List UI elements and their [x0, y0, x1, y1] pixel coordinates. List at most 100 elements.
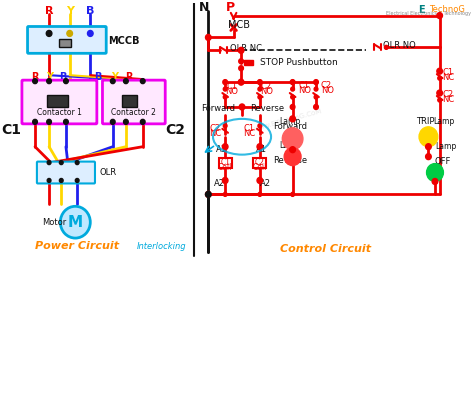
Text: TRIP: TRIP	[416, 117, 435, 127]
Circle shape	[438, 98, 442, 102]
Text: OLR: OLR	[100, 168, 117, 177]
Text: N: N	[199, 1, 209, 14]
Text: C2: C2	[261, 81, 272, 91]
Circle shape	[257, 144, 263, 150]
Text: C1: C1	[220, 158, 230, 167]
Circle shape	[88, 31, 93, 36]
Text: TechnoG: TechnoG	[429, 5, 465, 14]
Text: OLR NO: OLR NO	[383, 41, 416, 50]
Circle shape	[238, 79, 244, 85]
Circle shape	[291, 95, 294, 99]
Circle shape	[258, 95, 262, 99]
Text: B: B	[86, 6, 94, 16]
Bar	[244, 60, 253, 65]
Text: A1: A1	[216, 145, 227, 154]
Text: Reverse: Reverse	[250, 104, 284, 114]
Text: NC: NC	[442, 73, 455, 82]
Text: C2: C2	[255, 158, 265, 167]
Circle shape	[438, 76, 442, 80]
Text: Reverse: Reverse	[273, 156, 307, 165]
Bar	[47, 95, 68, 107]
Circle shape	[110, 119, 115, 125]
Text: Contactor 1: Contactor 1	[37, 108, 82, 117]
FancyBboxPatch shape	[102, 80, 165, 124]
Circle shape	[290, 80, 295, 85]
FancyBboxPatch shape	[27, 27, 106, 53]
Text: Coil: Coil	[253, 163, 267, 172]
Text: P: P	[226, 1, 236, 14]
Circle shape	[384, 46, 388, 49]
Circle shape	[64, 79, 68, 83]
Circle shape	[223, 124, 227, 128]
Circle shape	[314, 87, 318, 91]
Circle shape	[64, 119, 68, 125]
Text: C1: C1	[226, 81, 237, 91]
Text: C2: C2	[210, 124, 220, 133]
Circle shape	[124, 79, 128, 83]
Circle shape	[314, 80, 319, 85]
Text: NC: NC	[209, 129, 221, 138]
Circle shape	[206, 34, 211, 40]
Text: Forward: Forward	[273, 123, 307, 131]
Circle shape	[290, 116, 295, 122]
Circle shape	[59, 179, 63, 183]
Circle shape	[222, 177, 228, 183]
Circle shape	[284, 147, 301, 166]
Bar	[253, 158, 266, 168]
FancyBboxPatch shape	[22, 80, 97, 124]
Circle shape	[110, 79, 115, 83]
Text: MCCB: MCCB	[108, 36, 140, 46]
Text: Electrical Electronics & Technology: Electrical Electronics & Technology	[386, 11, 471, 16]
Circle shape	[47, 119, 51, 125]
Circle shape	[223, 95, 227, 99]
Circle shape	[47, 161, 51, 164]
Text: Lamp: Lamp	[433, 117, 455, 127]
Text: Y: Y	[111, 72, 118, 82]
Text: MCB: MCB	[228, 21, 250, 31]
Text: Power Circuit: Power Circuit	[35, 241, 119, 251]
Text: Lamp: Lamp	[279, 117, 301, 127]
Circle shape	[75, 161, 79, 164]
Circle shape	[67, 31, 73, 36]
Text: R: R	[31, 72, 39, 82]
Bar	[122, 95, 137, 107]
Circle shape	[206, 191, 211, 197]
Text: Motor: Motor	[43, 218, 67, 227]
Circle shape	[46, 31, 52, 36]
Circle shape	[291, 192, 294, 196]
Text: STOP Pushbutton: STOP Pushbutton	[260, 58, 337, 67]
Circle shape	[140, 119, 145, 125]
Text: NO: NO	[225, 87, 238, 96]
Circle shape	[33, 119, 37, 125]
Circle shape	[290, 147, 295, 153]
Circle shape	[206, 191, 211, 197]
Circle shape	[290, 104, 295, 110]
Circle shape	[239, 104, 245, 110]
Circle shape	[283, 128, 303, 150]
Text: NO: NO	[260, 87, 273, 96]
Text: OFF: OFF	[435, 157, 451, 166]
Circle shape	[238, 48, 244, 53]
Circle shape	[437, 12, 442, 19]
Text: C2: C2	[321, 81, 332, 89]
Circle shape	[124, 119, 128, 125]
Text: NO: NO	[298, 85, 311, 95]
Text: www.ETechnoG.CoM: www.ETechnoG.CoM	[253, 108, 323, 132]
Text: C1: C1	[442, 68, 454, 77]
FancyBboxPatch shape	[37, 162, 95, 183]
Text: NC: NC	[244, 129, 255, 138]
Circle shape	[291, 87, 294, 91]
Text: C1: C1	[1, 123, 22, 137]
Text: M: M	[68, 215, 83, 230]
Circle shape	[60, 206, 90, 238]
Circle shape	[140, 79, 145, 83]
Circle shape	[258, 124, 262, 128]
Circle shape	[47, 79, 51, 83]
Bar	[59, 39, 71, 48]
Text: Y: Y	[46, 72, 53, 82]
Text: NC: NC	[442, 95, 455, 104]
Text: A1: A1	[256, 145, 267, 154]
Circle shape	[223, 87, 227, 91]
Circle shape	[437, 68, 442, 74]
Text: Lamp: Lamp	[435, 142, 456, 151]
